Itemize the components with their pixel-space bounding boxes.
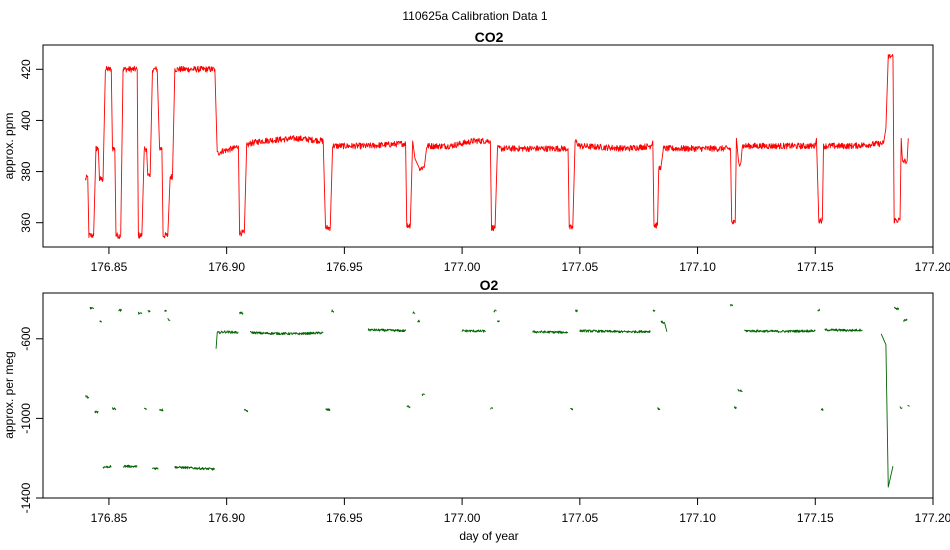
o2-x-axis-label: day of year xyxy=(459,529,518,543)
co2-y-tick-label: 400 xyxy=(19,110,33,130)
o2-series-segment xyxy=(249,330,324,336)
o2-x-tick-label: 176.85 xyxy=(91,511,128,525)
o2-y-tick-label: -1400 xyxy=(19,482,33,513)
co2-panel: CO2 176.85 176.90 176.95 177.00 177.05 177.10… xyxy=(2,29,950,274)
o2-series-segment xyxy=(490,407,494,410)
co2-x-tick-label: 176.90 xyxy=(208,260,245,274)
o2-series-segment xyxy=(412,311,416,314)
o2-series-segment xyxy=(570,407,574,411)
o2-panel-title: O2 xyxy=(480,277,499,293)
o2-series-segment xyxy=(817,308,821,312)
o2-x-axis: 176.85 176.90 176.95 177.00 177.05 177.10 177.… xyxy=(91,497,950,525)
o2-series-segment xyxy=(143,407,147,411)
co2-x-tick-label: 177.15 xyxy=(797,260,834,274)
co2-y-tick-label: 380 xyxy=(19,161,33,181)
o2-series-segment xyxy=(421,393,425,396)
o2-panel: O2 176.85 176.90 176.95 177.00 177.05 177.10 1… xyxy=(2,277,950,543)
o2-series-segment xyxy=(85,395,90,399)
o2-series-segment xyxy=(167,317,171,321)
o2-series-segment xyxy=(89,306,95,310)
co2-y-axis: 360 380 400 420 xyxy=(19,59,44,233)
o2-series-segment xyxy=(880,333,894,488)
o2-series-segment xyxy=(907,405,910,407)
co2-x-tick-label: 177.00 xyxy=(444,260,481,274)
o2-series-segment xyxy=(174,465,216,471)
o2-series-segment xyxy=(331,309,335,313)
o2-series-segment xyxy=(147,310,151,313)
o2-series-segment xyxy=(152,467,159,470)
o2-series-segment xyxy=(893,306,900,311)
co2-series-segment xyxy=(84,53,909,239)
co2-x-tick-label: 176.95 xyxy=(326,260,363,274)
o2-series-segment xyxy=(325,408,331,412)
o2-series-segment xyxy=(660,320,668,332)
o2-series-segment xyxy=(94,410,99,414)
o2-series-segment xyxy=(824,328,863,332)
co2-series-lines xyxy=(84,53,909,239)
co2-y-axis-label: approx. ppm xyxy=(2,113,16,180)
o2-y-axis: -1400 -1000 -600 xyxy=(19,326,44,513)
o2-series-segment xyxy=(657,407,661,411)
o2-series-segment xyxy=(730,304,734,307)
o2-x-tick-label: 177.20 xyxy=(915,511,950,525)
o2-x-tick-label: 177.15 xyxy=(797,511,834,525)
o2-series-segment xyxy=(137,311,143,315)
o2-series-segment xyxy=(579,329,651,334)
o2-series-segment xyxy=(159,408,164,412)
o2-series-segment xyxy=(215,330,239,349)
o2-series-segment xyxy=(417,319,421,323)
o2-series-segment xyxy=(102,465,112,469)
o2-x-tick-label: 177.10 xyxy=(679,511,716,525)
o2-series-segment xyxy=(903,318,908,322)
o2-series-lines xyxy=(85,304,910,488)
o2-series-segment xyxy=(737,389,743,393)
figure-suptitle: 110625a Calibration Data 1 xyxy=(402,9,548,23)
o2-x-tick-label: 177.05 xyxy=(561,511,598,525)
co2-panel-title: CO2 xyxy=(475,29,504,45)
o2-series-segment xyxy=(122,464,138,468)
o2-y-tick-label: -600 xyxy=(19,326,33,350)
o2-series-segment xyxy=(497,320,501,323)
o2-series-segment xyxy=(493,309,497,313)
o2-series-segment xyxy=(532,330,569,334)
o2-series-segment xyxy=(243,408,249,413)
o2-series-segment xyxy=(899,406,903,409)
co2-x-tick-label: 177.10 xyxy=(679,260,716,274)
co2-x-tick-label: 177.05 xyxy=(561,260,598,274)
o2-x-tick-label: 176.95 xyxy=(326,511,363,525)
o2-y-axis-label: approx. per meg xyxy=(2,351,16,438)
o2-series-segment xyxy=(163,309,167,312)
o2-series-segment xyxy=(406,405,411,409)
o2-x-tick-label: 176.90 xyxy=(208,511,245,525)
co2-y-tick-label: 360 xyxy=(19,212,33,232)
o2-series-segment xyxy=(461,329,486,333)
o2-series-segment xyxy=(744,329,816,333)
co2-x-tick-label: 177.20 xyxy=(915,260,950,274)
co2-x-axis: 176.85 176.90 176.95 177.00 177.05 177.10 177.… xyxy=(91,246,950,274)
co2-y-tick-label: 420 xyxy=(19,59,33,79)
o2-series-segment xyxy=(112,407,117,411)
o2-series-segment xyxy=(574,309,578,313)
o2-series-segment xyxy=(367,328,407,333)
o2-series-segment xyxy=(652,309,656,313)
o2-y-tick-label: -1000 xyxy=(19,403,33,434)
o2-series-segment xyxy=(99,320,103,323)
o2-x-tick-label: 177.00 xyxy=(444,511,481,525)
o2-series-segment xyxy=(820,408,824,412)
o2-series-segment xyxy=(239,311,244,315)
o2-series-segment xyxy=(733,406,737,409)
o2-series-segment xyxy=(118,308,123,312)
co2-x-tick-label: 176.85 xyxy=(91,260,128,274)
